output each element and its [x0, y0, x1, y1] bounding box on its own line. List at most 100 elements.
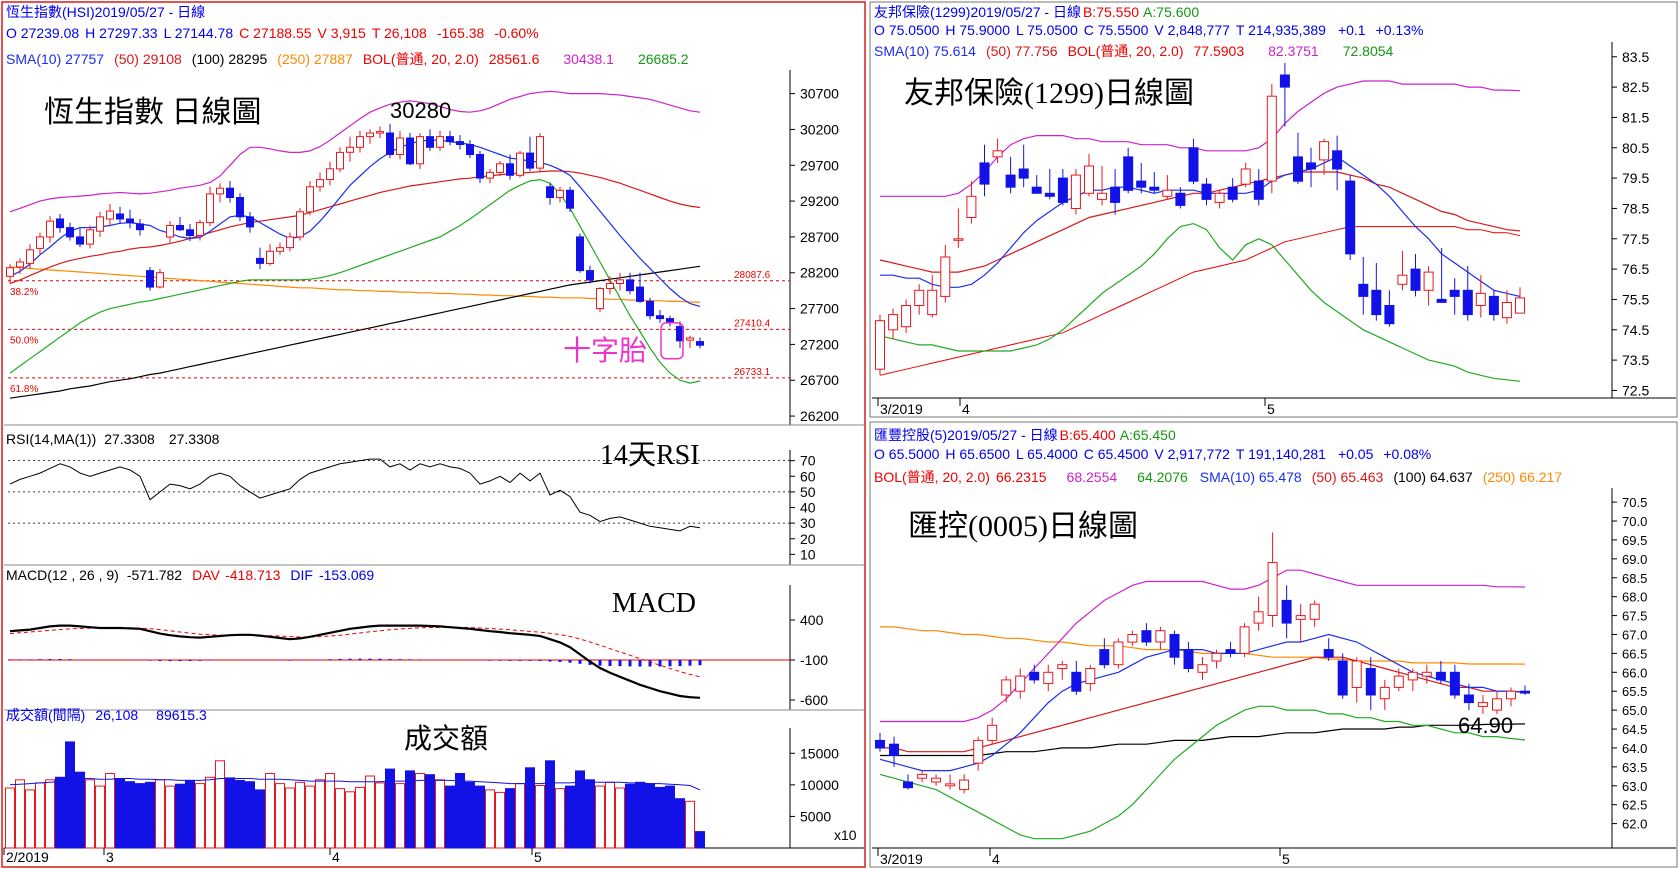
hsi-volume-bar [215, 760, 225, 849]
hsbc-candle [987, 724, 998, 741]
aia-open: O 75.0500 [874, 22, 940, 38]
aia-candle [1462, 289, 1473, 316]
hsi-macd-title-line: MACD(12 , 26 , 9) -571.782 DAV -418.713 DIF -… [6, 567, 374, 583]
aia-candle [1253, 180, 1264, 200]
aia-candle [979, 162, 990, 185]
hsi-volume-bar [265, 773, 275, 849]
hsi-volume-bar [55, 776, 65, 849]
hsi-rsi-tick-label: 60 [800, 468, 816, 484]
hsi-volume-bar [95, 785, 105, 849]
hsi-volume-bar [635, 781, 645, 849]
hsi-volume-multiplier: x10 [834, 827, 857, 843]
hsi-candle [16, 261, 24, 268]
hsi-high: H 27297.33 [85, 25, 158, 41]
hsi-candle [386, 132, 394, 155]
aia-candle [1332, 150, 1343, 170]
hsi-volume-bar [235, 779, 245, 849]
hsbc-turnover: T 191,140,281 [1236, 446, 1326, 462]
hsi-volume-bar [395, 783, 405, 849]
hsbc-candle [1043, 671, 1054, 685]
hsi-volume-bar [435, 779, 445, 849]
hsi-close: C 27188.55 [239, 25, 312, 41]
hsbc-candle [931, 777, 942, 783]
hsi-candle [296, 211, 304, 238]
aia-candle [1293, 156, 1303, 182]
hsi-sma50: (50) 29108 [114, 51, 182, 67]
hsi-volume-bar [405, 770, 415, 849]
hsi-volume-bar [275, 783, 285, 849]
aia-candle [1201, 183, 1212, 200]
hsbc-price-tick-label: 70.0 [1622, 514, 1647, 529]
hsbc-candle [1506, 690, 1516, 700]
hsbc-candle [945, 783, 956, 787]
aia-x-tick-label: 3/2019 [880, 401, 923, 417]
hsbc-change: +0.05 [1338, 446, 1374, 462]
hsi-macd-dif: -153.069 [319, 567, 374, 583]
aia-candle [1423, 271, 1434, 291]
hsi-candle [86, 229, 94, 245]
hsi-x-tick-label: 4 [332, 849, 340, 865]
hsi-candle [546, 186, 554, 199]
hsi-candle [486, 171, 494, 179]
hsi-volume-bar [15, 779, 25, 849]
hsi-volume-bar [255, 789, 265, 849]
aia-sma10: SMA(10) 75.614 [874, 43, 976, 59]
hsi-sma50-line [9, 170, 701, 285]
hsi-volume-bar [105, 773, 115, 849]
hsi-volume-bar [115, 778, 125, 849]
hsi-candle [366, 132, 374, 138]
hsbc-candle [973, 739, 984, 764]
hsbc-open: O 65.5000 [874, 446, 940, 462]
aia-candle [1136, 180, 1147, 188]
aia-price-tick-label: 82.5 [1622, 79, 1649, 95]
aia-panel-border [869, 1, 1678, 418]
hsi-macd-tick-label: 400 [800, 612, 824, 628]
aia-sma50: (50) 77.756 [986, 43, 1058, 59]
hsi-rsi-tick-label: 50 [800, 484, 816, 500]
hsbc-indicator-line: BOL(普通, 20, 2.0) 66.2315 68.2554 64.2076 SMA… [874, 469, 1562, 485]
aia-price-tick-label: 79.5 [1622, 170, 1649, 186]
hsi-volume-bar [675, 798, 685, 849]
hsbc-candle [1141, 630, 1152, 643]
aia-close: C 75.5500 [1084, 22, 1149, 38]
hsi-candle [226, 187, 234, 198]
hsi-candle [346, 146, 354, 153]
hsi-price-tick-label: 27200 [800, 336, 839, 352]
hsi-fib-pct-label: 50.0% [10, 335, 38, 346]
hsi-rsi-tick-label: 20 [800, 531, 816, 547]
hsbc-x-tick-label: 4 [992, 851, 1000, 867]
hsi-low: L 27144.78 [164, 25, 234, 41]
hsbc-candle [959, 779, 970, 791]
hsbc-candle [1477, 702, 1488, 707]
hsi-price-tick-label: 28200 [800, 265, 839, 281]
hsbc-price-tick-label: 70.5 [1622, 495, 1647, 510]
aia-candle [1279, 74, 1290, 88]
hsi-candle [196, 222, 204, 237]
hsi-price-tick-label: 30200 [800, 121, 839, 137]
hsi-fib-value-label: 27410.4 [734, 318, 771, 329]
hsi-volume-bar [565, 785, 575, 849]
hsbc-candle [1127, 634, 1138, 643]
aia-candle [1306, 162, 1316, 170]
aia-title-line: 友邦保險(1299)2019/05/27 - 日線 B:75.550 A:75.60… [874, 4, 1199, 20]
hsi-volume-title-line: 成交額(間隔) 26,108 89615.3 [6, 707, 207, 723]
hsi-rsi-title-line: RSI(14,MA(1)) 27.3308 27.3308 [6, 431, 220, 447]
hsbc-price-tick-label: 62.5 [1622, 798, 1647, 813]
hsi-price-tick-label: 26200 [800, 408, 839, 424]
hsi-volume-bar [505, 788, 515, 849]
hsi-volume-bar [555, 788, 565, 849]
hsi-macd-pane: -600 -100 400 [4, 585, 864, 711]
hsbc-price-tick-label: 68.0 [1622, 590, 1647, 605]
hsbc-bol-lower-line [879, 705, 1526, 840]
hsi-volume-bar [75, 771, 85, 849]
hsi-volume-bar [325, 773, 335, 849]
hsi-volume-bar [585, 779, 595, 849]
hsi-candle [316, 179, 324, 188]
aia-sma50-line [879, 171, 1521, 273]
hsi-macd-tick-label: -100 [800, 652, 828, 668]
hsi-volume-bar [205, 776, 215, 849]
hsi-fib-pct-label: 61.8% [10, 384, 38, 395]
hsi-fib-value-label: 26733.1 [734, 367, 771, 378]
hsi-candle [256, 257, 264, 264]
hsi-volume-tick-label: 15000 [800, 745, 839, 761]
